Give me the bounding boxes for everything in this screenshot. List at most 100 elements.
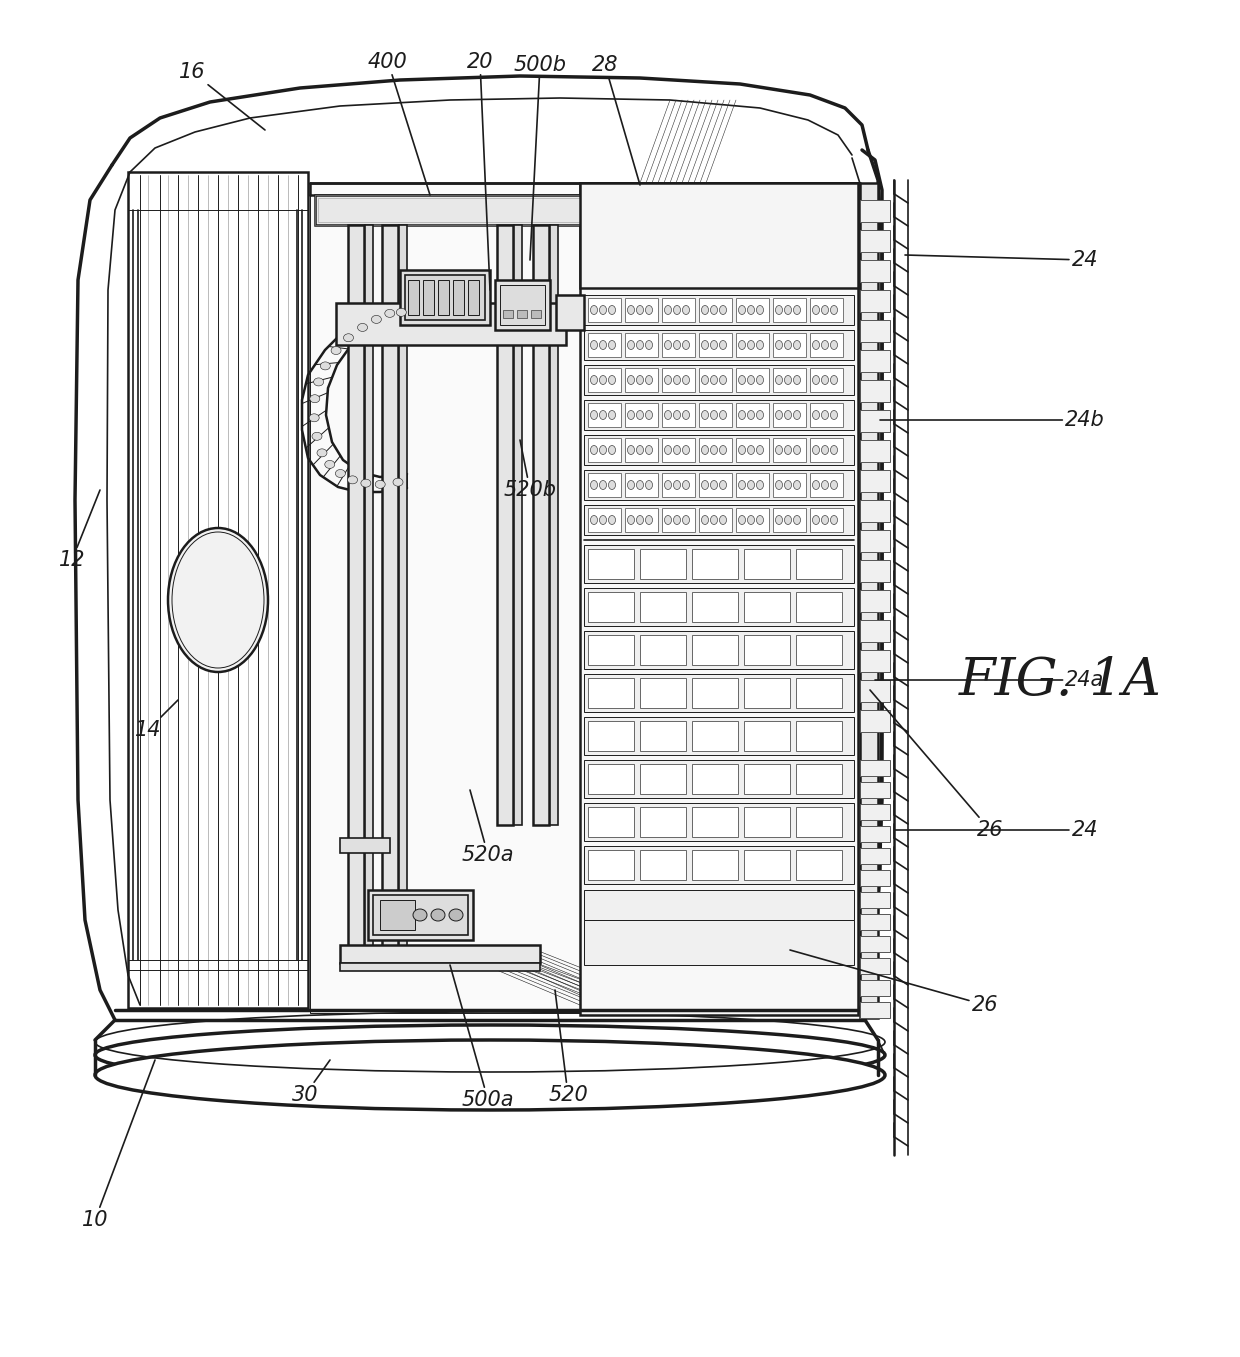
Ellipse shape	[609, 341, 615, 350]
Bar	[861, 936, 890, 953]
Text: 24: 24	[895, 820, 1099, 840]
Ellipse shape	[785, 411, 791, 419]
Bar	[584, 716, 854, 754]
Ellipse shape	[636, 411, 644, 419]
Text: 24: 24	[905, 250, 1099, 270]
Ellipse shape	[599, 480, 606, 490]
Text: 520b: 520b	[503, 440, 557, 499]
Ellipse shape	[320, 362, 330, 370]
Text: 30: 30	[291, 1060, 330, 1105]
Bar	[861, 560, 890, 582]
Ellipse shape	[785, 376, 791, 384]
Ellipse shape	[393, 478, 403, 486]
Ellipse shape	[609, 411, 615, 419]
Bar	[773, 332, 806, 357]
Ellipse shape	[673, 341, 681, 350]
Ellipse shape	[794, 411, 801, 419]
Bar	[340, 839, 391, 854]
Ellipse shape	[682, 445, 689, 455]
Bar	[588, 721, 634, 750]
Ellipse shape	[739, 341, 745, 350]
Bar	[861, 620, 890, 642]
Ellipse shape	[636, 305, 644, 315]
Bar	[861, 870, 890, 886]
Ellipse shape	[794, 341, 801, 350]
Text: 500a: 500a	[450, 965, 515, 1110]
Bar	[861, 183, 878, 1018]
Ellipse shape	[636, 516, 644, 525]
Ellipse shape	[719, 376, 727, 384]
Bar	[625, 438, 658, 461]
Bar	[584, 890, 854, 920]
Bar	[588, 368, 621, 392]
Ellipse shape	[384, 309, 394, 318]
Ellipse shape	[756, 305, 764, 315]
Bar	[497, 225, 513, 825]
Bar	[737, 474, 769, 497]
Bar	[584, 365, 854, 395]
Text: 520a: 520a	[461, 790, 515, 864]
Ellipse shape	[739, 480, 745, 490]
Ellipse shape	[609, 480, 615, 490]
Bar	[640, 721, 686, 750]
Ellipse shape	[711, 376, 718, 384]
Bar	[861, 499, 890, 522]
Ellipse shape	[636, 376, 644, 384]
Bar	[625, 299, 658, 322]
Bar	[588, 508, 621, 532]
Ellipse shape	[627, 341, 635, 350]
Bar	[584, 845, 854, 883]
Bar	[584, 436, 854, 465]
Bar	[810, 508, 843, 532]
Bar	[588, 807, 634, 837]
Ellipse shape	[673, 480, 681, 490]
Bar	[401, 270, 490, 324]
Ellipse shape	[665, 376, 672, 384]
Bar	[692, 807, 738, 837]
Bar	[861, 229, 890, 252]
Bar	[625, 474, 658, 497]
Bar	[405, 275, 485, 320]
Ellipse shape	[711, 341, 718, 350]
Ellipse shape	[665, 411, 672, 419]
Ellipse shape	[821, 516, 828, 525]
Bar	[500, 285, 546, 324]
Ellipse shape	[646, 376, 652, 384]
Ellipse shape	[665, 341, 672, 350]
Ellipse shape	[794, 305, 801, 315]
Ellipse shape	[682, 480, 689, 490]
Bar	[551, 225, 558, 825]
Bar	[379, 900, 415, 930]
Ellipse shape	[821, 445, 828, 455]
Text: FIG. 1A: FIG. 1A	[959, 654, 1162, 706]
Bar	[861, 290, 890, 312]
Ellipse shape	[702, 516, 708, 525]
Ellipse shape	[711, 516, 718, 525]
Bar	[625, 403, 658, 427]
Bar	[861, 590, 890, 612]
Ellipse shape	[627, 305, 635, 315]
Bar	[699, 508, 732, 532]
Bar	[796, 635, 842, 665]
Bar	[744, 550, 790, 579]
Bar	[588, 592, 634, 622]
Ellipse shape	[748, 341, 754, 350]
Bar	[744, 721, 790, 750]
Text: 400: 400	[368, 52, 430, 195]
Ellipse shape	[794, 516, 801, 525]
Ellipse shape	[785, 480, 791, 490]
Ellipse shape	[702, 305, 708, 315]
Ellipse shape	[167, 528, 268, 672]
Bar	[773, 508, 806, 532]
Bar	[588, 403, 621, 427]
Ellipse shape	[821, 305, 828, 315]
Bar	[467, 280, 479, 315]
Text: 26: 26	[870, 689, 1003, 840]
Bar	[861, 760, 890, 776]
Bar	[584, 803, 854, 841]
Bar	[625, 368, 658, 392]
Bar	[737, 403, 769, 427]
Bar	[662, 474, 694, 497]
Bar	[348, 225, 365, 965]
Bar	[373, 896, 467, 935]
